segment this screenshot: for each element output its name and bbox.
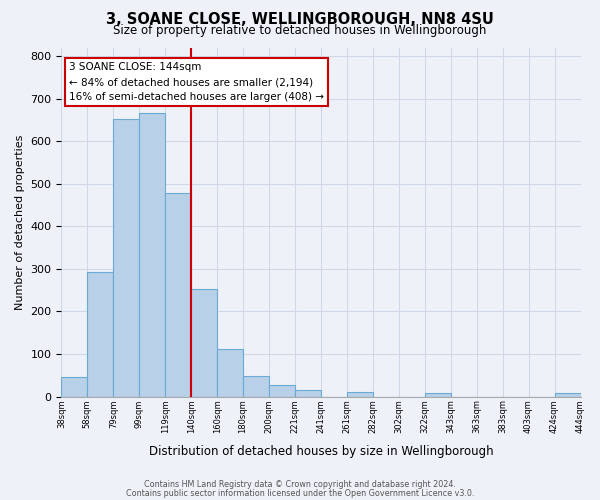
Bar	[217, 348, 243, 397]
Bar	[425, 393, 451, 396]
X-axis label: Distribution of detached houses by size in Wellingborough: Distribution of detached houses by size …	[149, 444, 493, 458]
Y-axis label: Number of detached properties: Number of detached properties	[15, 134, 25, 310]
Bar	[165, 192, 191, 396]
Bar	[554, 393, 581, 396]
Bar	[61, 376, 88, 396]
Text: 3, SOANE CLOSE, WELLINGBOROUGH, NN8 4SU: 3, SOANE CLOSE, WELLINGBOROUGH, NN8 4SU	[106, 12, 494, 28]
Bar	[139, 114, 165, 397]
Text: Contains HM Land Registry data © Crown copyright and database right 2024.: Contains HM Land Registry data © Crown c…	[144, 480, 456, 489]
Bar	[243, 376, 269, 396]
Bar	[113, 120, 139, 396]
Text: Contains public sector information licensed under the Open Government Licence v3: Contains public sector information licen…	[126, 489, 474, 498]
Bar	[295, 390, 321, 396]
Bar	[191, 289, 217, 397]
Bar	[269, 385, 295, 396]
Text: 3 SOANE CLOSE: 144sqm
← 84% of detached houses are smaller (2,194)
16% of semi-d: 3 SOANE CLOSE: 144sqm ← 84% of detached …	[69, 62, 324, 102]
Bar	[88, 272, 113, 396]
Text: Size of property relative to detached houses in Wellingborough: Size of property relative to detached ho…	[113, 24, 487, 37]
Bar	[347, 392, 373, 396]
